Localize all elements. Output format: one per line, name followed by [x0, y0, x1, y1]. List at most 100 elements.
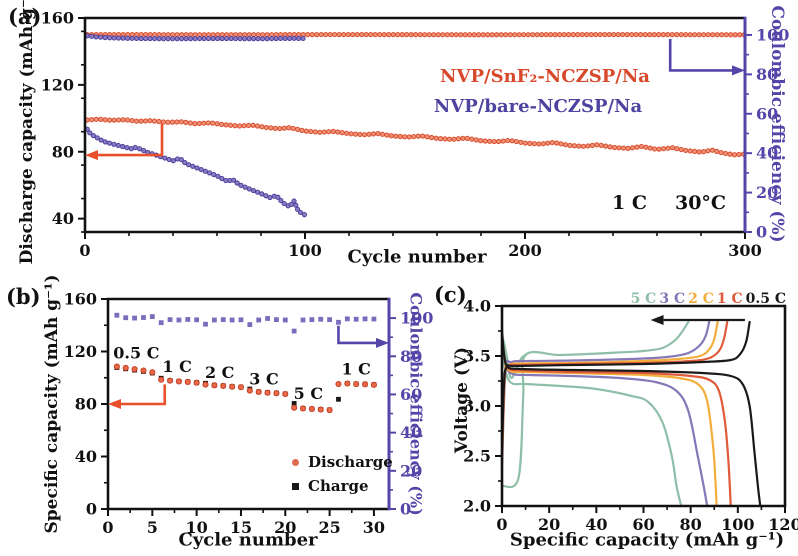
data-point: [176, 317, 182, 323]
right-y-tick-label: 100: [756, 25, 789, 44]
data-point: [202, 168, 208, 174]
data-point: [580, 143, 586, 149]
data-point: [634, 144, 640, 150]
left-y-tick-label: 40: [75, 447, 97, 466]
panel-a-annotation: 1 C 30°C: [612, 192, 726, 214]
data-point: [98, 137, 104, 143]
data-point: [570, 32, 576, 38]
data-point: [561, 32, 567, 38]
data-point: [293, 202, 299, 208]
data-point: [344, 380, 351, 387]
data-point: [299, 127, 305, 133]
left-y-tick-label: 120: [41, 75, 74, 94]
data-point: [420, 133, 426, 139]
data-point: [487, 138, 493, 144]
data-point: [656, 32, 662, 38]
data-point: [309, 317, 315, 323]
data-point: [259, 124, 265, 130]
data-point: [408, 32, 414, 38]
data-point: [133, 118, 140, 124]
data-point: [397, 133, 403, 140]
left-y-tick-label: 4.0: [463, 297, 491, 316]
data-point: [246, 186, 252, 192]
x-tick-label: 80: [680, 515, 702, 534]
data-point: [362, 381, 369, 388]
data-point: [323, 31, 329, 38]
data-point: [521, 32, 527, 38]
data-point: [241, 36, 248, 42]
data-point: [89, 117, 95, 123]
data-point: [446, 136, 453, 142]
data-point: [229, 383, 236, 390]
arrow-head: [650, 315, 664, 325]
right-y-tick-label: 80: [756, 65, 778, 84]
data-point: [589, 142, 595, 148]
data-point: [132, 144, 138, 151]
data-point: [147, 35, 153, 42]
data-point: [611, 144, 618, 151]
data-point: [178, 36, 185, 42]
data-point: [170, 158, 176, 164]
data-point: [603, 143, 609, 149]
data-point: [415, 133, 421, 139]
data-point: [211, 317, 217, 323]
annotation-rate: 1 C: [612, 192, 647, 214]
data-point: [268, 125, 274, 131]
data-point: [250, 36, 257, 42]
data-point: [166, 156, 172, 163]
data-point: [234, 180, 240, 186]
data-point: [223, 35, 230, 42]
x-tick-label: 20: [538, 515, 560, 534]
data-point: [336, 319, 341, 325]
data-point: [220, 317, 226, 323]
data-point: [264, 36, 270, 42]
data-point: [597, 31, 603, 38]
data-point: [710, 32, 716, 38]
rate-label: 1 C: [162, 357, 191, 376]
data-point: [275, 194, 281, 200]
data-point: [388, 133, 394, 139]
x-tick-label: 15: [230, 518, 252, 537]
data-point: [558, 141, 564, 147]
data-point: [98, 116, 104, 122]
data-point: [731, 152, 738, 158]
data-point: [201, 120, 207, 126]
data-point: [308, 405, 315, 413]
data-point: [136, 146, 143, 152]
data-point: [554, 140, 560, 146]
data-point: [545, 140, 551, 146]
data-point: [120, 35, 126, 41]
rate-label-5c: 5 C: [630, 291, 657, 307]
data-point: [402, 134, 408, 140]
data-point: [299, 405, 307, 412]
data-point: [131, 366, 138, 373]
data-point: [335, 129, 341, 135]
panel-a-y-left-title: Discharge capacity (mAh g⁻¹): [17, 0, 37, 265]
arrow-head: [108, 399, 121, 409]
data-point: [300, 317, 306, 323]
data-point: [147, 118, 153, 124]
data-point: [665, 145, 671, 151]
data-point: [469, 136, 475, 142]
data-point: [370, 381, 377, 388]
data-point: [178, 156, 184, 163]
data-point: [692, 32, 698, 38]
data-point: [309, 32, 315, 38]
annotation-temp: 30°C: [674, 192, 727, 214]
data-point: [167, 317, 173, 323]
data-point: [219, 175, 225, 182]
rate-label: 3 C: [249, 369, 278, 388]
data-point: [185, 162, 192, 168]
data-point: [476, 32, 482, 38]
data-point: [701, 32, 707, 38]
data-point: [169, 119, 175, 125]
data-point: [167, 377, 174, 384]
data-point: [141, 147, 147, 154]
data-point: [594, 142, 600, 148]
data-point: [696, 149, 702, 155]
data-point: [633, 31, 639, 38]
data-point: [607, 144, 613, 150]
data-point: [422, 32, 428, 38]
data-point: [138, 118, 144, 124]
data-point: [584, 31, 590, 38]
